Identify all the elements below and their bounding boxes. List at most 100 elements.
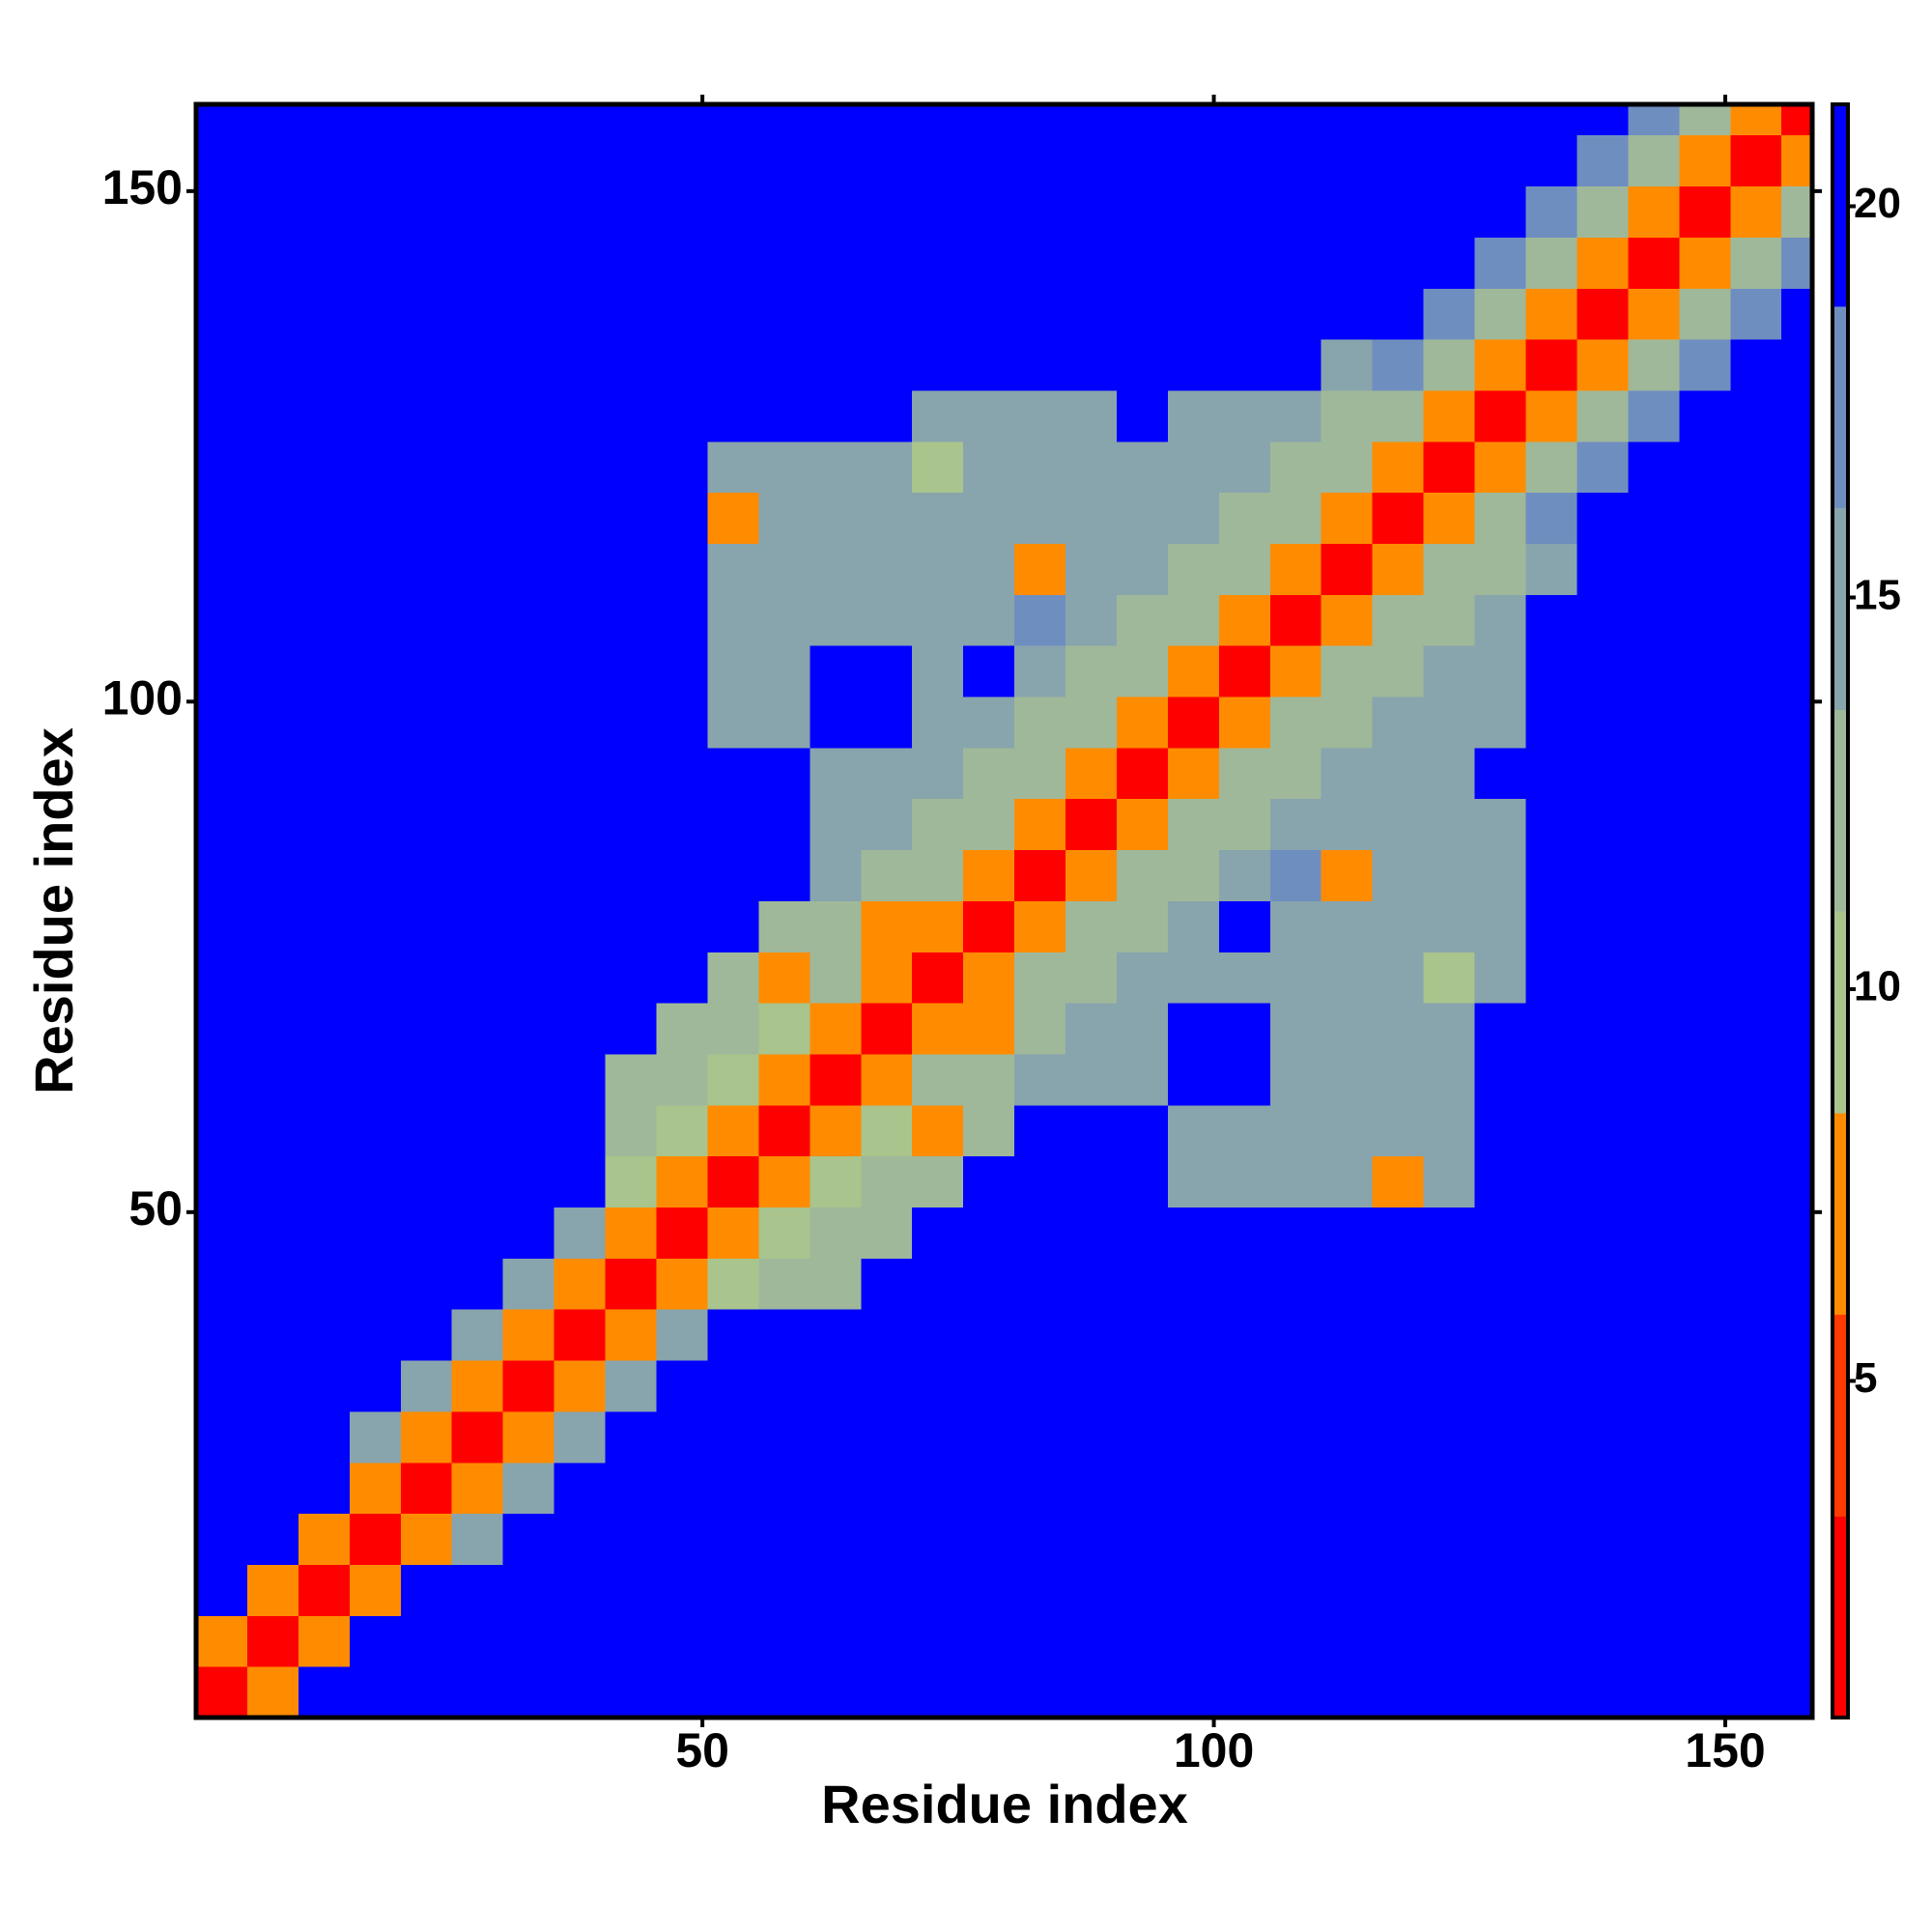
heatmap-cell (1269, 104, 1322, 136)
heatmap-cell (196, 492, 248, 544)
heatmap-cell (1577, 1410, 1629, 1463)
heatmap-cell (656, 543, 708, 595)
heatmap-cell (349, 696, 402, 749)
heatmap-cell (1525, 339, 1577, 391)
heatmap-cell (1372, 900, 1425, 952)
heatmap-cell (605, 1104, 657, 1157)
heatmap-cell (1474, 1155, 1527, 1208)
heatmap-cell (1372, 1564, 1425, 1616)
heatmap-cell (1577, 1207, 1629, 1259)
heatmap-cell (1116, 339, 1169, 391)
heatmap-cell (861, 594, 913, 646)
heatmap-cell (1321, 1462, 1374, 1515)
heatmap-cell (1628, 1309, 1680, 1361)
x-tick-label: 50 (675, 1723, 729, 1777)
heatmap-cell (298, 1053, 351, 1106)
heatmap-cell (400, 1360, 453, 1412)
heatmap-cell (1628, 288, 1680, 340)
heatmap-cell (1525, 1564, 1577, 1616)
heatmap-cell (349, 1207, 402, 1259)
heatmap-cell (502, 1207, 555, 1259)
heatmap-cell (1116, 237, 1169, 289)
heatmap-cell (1218, 185, 1271, 238)
heatmap-cell (1321, 288, 1374, 340)
heatmap-cell (1525, 440, 1577, 494)
heatmap-cell (1269, 237, 1322, 289)
heatmap-cell (758, 1309, 810, 1361)
heatmap-cell (246, 1104, 299, 1157)
heatmap-cell (1474, 952, 1527, 1004)
heatmap-cell (400, 1666, 453, 1719)
heatmap-cell (1321, 104, 1374, 136)
heatmap-cell (1730, 696, 1782, 749)
heatmap-cell (1167, 185, 1220, 238)
heatmap-cell (1321, 339, 1374, 391)
heatmap-cell (1781, 1513, 1813, 1565)
heatmap-cell (1218, 1104, 1271, 1157)
heatmap-cell (400, 134, 453, 187)
heatmap-cell (1423, 185, 1476, 238)
heatmap-cell (196, 339, 248, 391)
heatmap-cell (349, 185, 402, 238)
heatmap-cells (196, 104, 1813, 1719)
heatmap-cell (963, 1462, 1015, 1515)
heatmap-cell (1577, 1003, 1629, 1055)
heatmap-cell (1321, 1360, 1374, 1412)
heatmap-cell (1321, 1564, 1374, 1616)
heatmap-cell (1014, 594, 1066, 646)
heatmap-cell (349, 1155, 402, 1208)
heatmap-cell (758, 1053, 810, 1106)
heatmap-cell (1679, 134, 1731, 187)
heatmap-cell (1269, 339, 1322, 391)
heatmap-cell (1167, 1360, 1220, 1412)
heatmap-cell (1116, 645, 1169, 697)
heatmap-cell (1730, 1155, 1782, 1208)
heatmap-cell (1474, 185, 1527, 238)
heatmap-cell (1065, 952, 1118, 1004)
heatmap-cell (1423, 1564, 1476, 1616)
heatmap-cell (861, 1207, 913, 1259)
heatmap-cell (246, 1615, 299, 1667)
heatmap-cell (810, 134, 862, 187)
heatmap-cell (298, 1155, 351, 1208)
heatmap-cell (1730, 1513, 1782, 1565)
heatmap-cell (400, 747, 453, 800)
heatmap-cell (298, 952, 351, 1004)
heatmap-cell (196, 104, 248, 136)
heatmap-cell (1679, 798, 1731, 851)
heatmap-cell (1116, 1155, 1169, 1208)
heatmap-cell (861, 1410, 913, 1463)
heatmap-cell (861, 1666, 913, 1719)
heatmap-cell (656, 389, 708, 442)
heatmap-cell (1372, 492, 1425, 544)
heatmap-cell (1218, 1615, 1271, 1667)
heatmap-cell (554, 1309, 607, 1361)
heatmap-cell (1781, 104, 1813, 136)
heatmap-cell (298, 440, 351, 494)
heatmap-cell (1730, 1309, 1782, 1361)
colorbar-tick-label: 10 (1854, 963, 1901, 1010)
heatmap-cell (1525, 237, 1577, 289)
heatmap-cell (1423, 1053, 1476, 1106)
heatmap-cell (554, 952, 607, 1004)
heatmap-cell (1474, 594, 1527, 646)
heatmap-cell (912, 849, 964, 901)
heatmap-cell (1730, 1615, 1782, 1667)
heatmap-cell (1423, 1155, 1476, 1208)
heatmap-cell (1628, 594, 1680, 646)
heatmap-cell (656, 440, 708, 494)
heatmap-cell (656, 1258, 708, 1310)
heatmap-cell (1628, 696, 1680, 749)
heatmap-cell (810, 1615, 862, 1667)
heatmap-cell (1065, 798, 1118, 851)
heatmap-cell (1167, 849, 1220, 901)
heatmap-cell (196, 1462, 248, 1515)
heatmap-cell (1321, 696, 1374, 749)
heatmap-cell (1218, 389, 1271, 442)
heatmap-cell (1679, 952, 1731, 1004)
heatmap-cell (400, 798, 453, 851)
heatmap-cell (349, 1564, 402, 1616)
heatmap-cell (1423, 1309, 1476, 1361)
heatmap-cell (1474, 1615, 1527, 1667)
heatmap-cell (1065, 1155, 1118, 1208)
